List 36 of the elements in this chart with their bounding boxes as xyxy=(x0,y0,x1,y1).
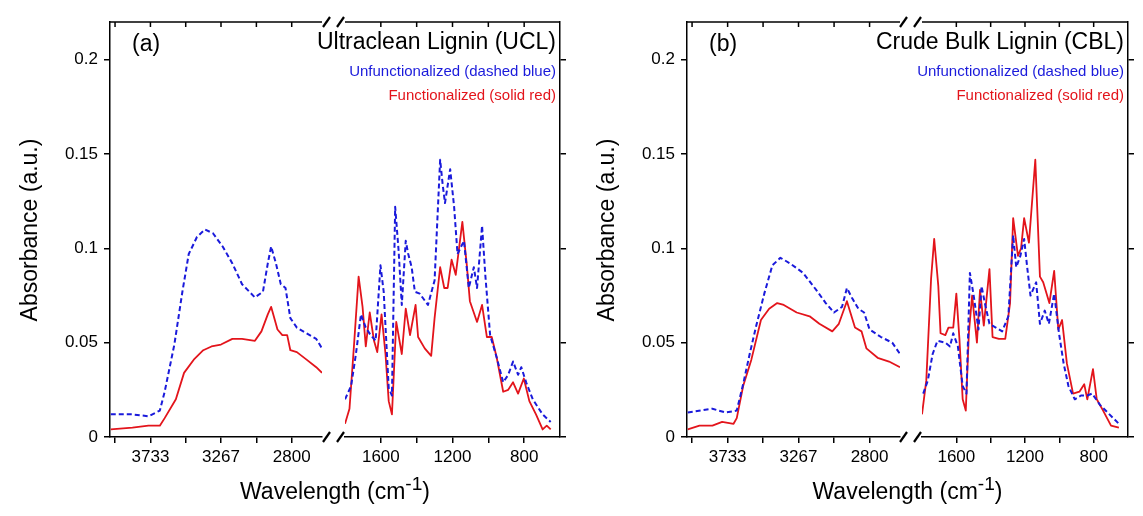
y-tick-label: 0.05 xyxy=(641,332,675,352)
line-series xyxy=(110,228,322,418)
annotation: (a) xyxy=(132,30,161,57)
chart-title: Crude Bulk Lignin (CBL) xyxy=(875,28,1124,55)
x-tick-label: 2800 xyxy=(272,446,311,466)
x-tick-label: 3267 xyxy=(779,446,818,466)
x-tick-label: 1200 xyxy=(1006,446,1044,466)
x-tick-label: 800 xyxy=(509,446,539,466)
y-tick-label: 0.1 xyxy=(74,238,98,258)
y-tick-label: 0.15 xyxy=(641,143,675,163)
y-axis-title: Absorbance (a.u.) xyxy=(16,138,43,321)
y-tick-label: 0.2 xyxy=(651,49,675,69)
x-tick-label: 1600 xyxy=(361,446,400,466)
x-tick-label: 1600 xyxy=(937,446,976,466)
x-tick-label: 3733 xyxy=(708,446,747,466)
y-tick-label: 0.15 xyxy=(64,143,98,163)
y-tick-label: 0 xyxy=(88,426,98,446)
x-tick-label: 800 xyxy=(1079,446,1108,466)
y-tick-label: 0 xyxy=(665,426,675,446)
x-axis-title: Wavelength (cm$^{-1}$) xyxy=(239,473,431,505)
text: Unfunctionalized (dashed blue) xyxy=(917,62,1124,79)
x-tick-label: 1200 xyxy=(433,446,472,466)
y-axis-title: Absorbance (a.u.) xyxy=(593,138,620,321)
x-tick-label: 2800 xyxy=(850,446,889,466)
annotation: (b) xyxy=(709,30,738,57)
x-axis-title: Wavelength (cm$^{-1}$) xyxy=(811,473,1004,505)
chart-title: Ultraclean Lignin (UCL) xyxy=(316,28,556,55)
y-tick-label: 0.05 xyxy=(64,332,98,352)
y-tick-label: 0.1 xyxy=(651,238,675,258)
line-series xyxy=(687,256,900,414)
x-tick-label: 3733 xyxy=(131,446,170,466)
x-tick-label: 3267 xyxy=(202,446,240,466)
text: Unfunctionalized (dashed blue) xyxy=(349,62,556,79)
y-tick-label: 0.2 xyxy=(74,49,98,69)
text: Functionalized (solid red) xyxy=(388,86,556,103)
text: Functionalized (solid red) xyxy=(956,86,1124,103)
